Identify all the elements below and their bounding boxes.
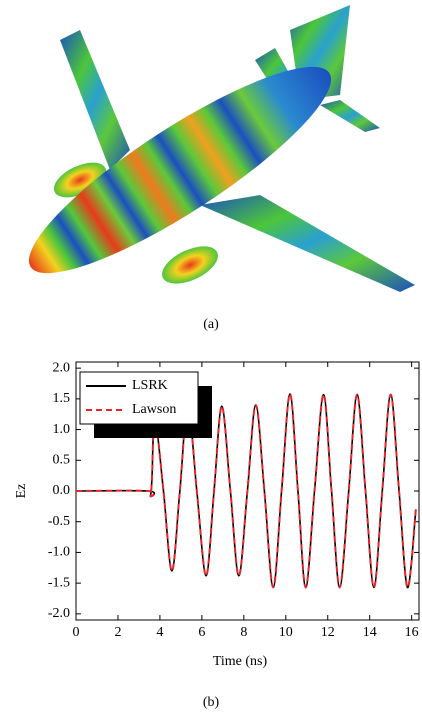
x-tick-label: 14 [363,625,377,640]
right-wing [200,195,415,292]
legend-box [79,371,199,425]
fuselage [28,66,332,274]
series-line [75,393,417,589]
x-tick-label: 6 [198,625,205,640]
y-tick-label: -1.5 [48,575,70,590]
x-tick-label: 4 [156,625,163,640]
x-tick-label: 0 [73,625,80,640]
y-tick-label: 0.5 [53,453,71,468]
y-tick-label: 1.5 [53,391,71,406]
left-wing [60,30,130,170]
y-tick-label: 0.0 [53,483,71,498]
airplane-render [28,5,415,292]
y-tick-label: 1.0 [53,422,71,437]
y-axis-label: Ez [14,484,29,499]
legend-label: LSRK [132,378,168,393]
y-tick-label: -1.0 [48,545,70,560]
y-tick-label: -2.0 [48,606,70,621]
right-stabilizer [320,100,380,132]
caption: (a) [203,317,219,332]
x-tick-label: 10 [279,625,293,640]
x-tick-label: 8 [240,625,247,640]
x-axis-label: Time (ns) [213,654,268,669]
y-tick-label: -0.5 [48,514,70,529]
caption: (b) [203,695,220,710]
x-tick-label: 12 [321,625,335,640]
right-engine [162,246,218,284]
x-tick-label: 2 [114,625,121,640]
x-tick-label: 16 [405,625,419,640]
legend-label: Lawson [132,402,176,417]
y-tick-label: 2.0 [53,360,71,375]
